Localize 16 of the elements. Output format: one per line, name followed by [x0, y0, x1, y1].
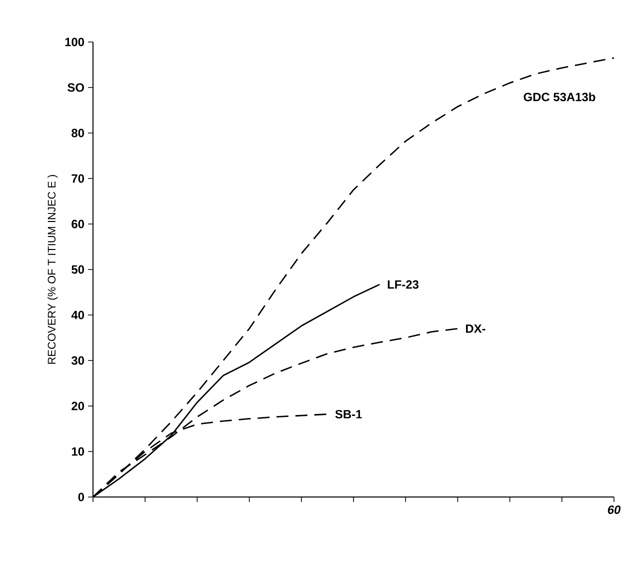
y-tick-label: 20 [72, 402, 84, 410]
y-tick-label: 70 [72, 174, 84, 183]
series-label: SB-1 [335, 410, 362, 418]
y-tick-label: 0 [78, 492, 84, 502]
series-label: GDC 53A13b [524, 92, 596, 102]
y-tick-label: 30 [71, 356, 84, 365]
series-label: LF-23 [388, 280, 419, 289]
y-tick-label: 10 [72, 447, 84, 456]
y-tick-label: 60 [72, 220, 84, 228]
y-tick-label: 100 [65, 38, 84, 46]
y-tick-label: SO [68, 83, 84, 92]
y-axis-title: RECOVERY (% OF T ITIUM INJEC E ) [48, 175, 58, 364]
y-tick-label: 80 [72, 128, 84, 138]
y-tick-label: 40 [71, 310, 84, 320]
y-tick-label: 50 [72, 265, 84, 274]
series-label: DX- [466, 324, 486, 333]
